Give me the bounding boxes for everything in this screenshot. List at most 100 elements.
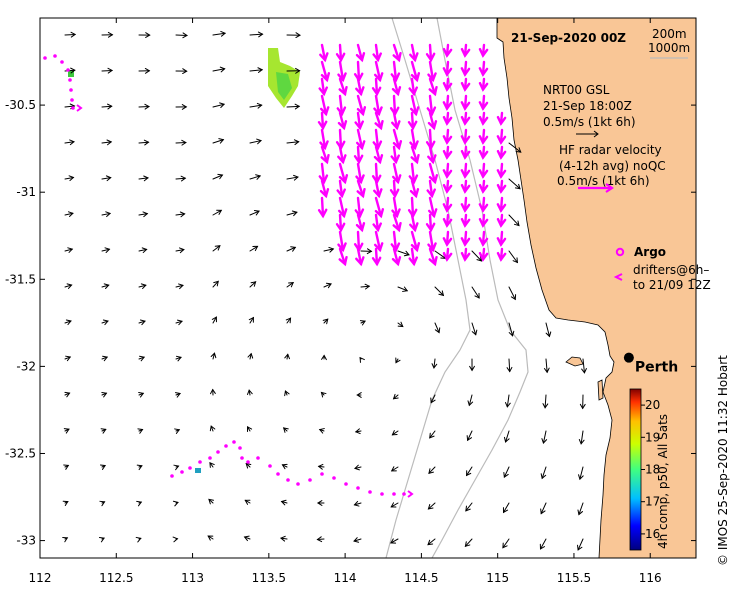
current-vector xyxy=(207,535,214,541)
radar-vector xyxy=(408,162,419,185)
radar-vector xyxy=(356,94,367,117)
current-vector xyxy=(466,430,473,442)
radar-vector xyxy=(391,196,401,219)
radar-vector xyxy=(427,230,437,253)
radar-vector xyxy=(460,213,471,228)
current-vector xyxy=(502,538,510,549)
radar-vector xyxy=(478,94,489,111)
current-vector xyxy=(101,355,109,362)
current-vector xyxy=(579,394,586,410)
current-vector xyxy=(542,394,549,409)
radar-vector xyxy=(426,94,437,117)
radar-vector xyxy=(427,111,438,131)
current-vector xyxy=(243,535,251,542)
wind-legend-line2: 21-Sep 18:00Z xyxy=(543,99,632,113)
radar-vector xyxy=(320,145,330,165)
radar-vector xyxy=(460,145,471,160)
current-vector xyxy=(249,245,259,252)
radar-vector xyxy=(390,60,401,83)
current-vector xyxy=(175,247,185,254)
radar-vector xyxy=(392,128,403,151)
current-vector xyxy=(212,138,225,144)
current-vector xyxy=(175,283,184,290)
current-vector xyxy=(175,139,187,146)
radar-vector xyxy=(317,111,328,131)
radar-vector xyxy=(496,145,507,160)
radar-vector xyxy=(496,230,507,247)
radar-vector xyxy=(338,162,349,185)
drifter-point xyxy=(320,472,324,476)
current-vector xyxy=(212,173,224,180)
current-vector xyxy=(577,502,584,516)
current-vector xyxy=(395,357,401,364)
radar-vector xyxy=(478,145,489,160)
radar-vector xyxy=(355,162,365,185)
current-vector xyxy=(138,355,146,362)
current-vector xyxy=(286,210,298,217)
current-vector xyxy=(427,538,436,546)
radar-vector xyxy=(318,77,328,97)
current-vector xyxy=(172,536,179,543)
drifter-point xyxy=(198,460,202,464)
radar-vector xyxy=(408,77,418,97)
radar-vector xyxy=(319,128,329,151)
radar-vector xyxy=(496,179,507,194)
current-vector xyxy=(282,427,289,433)
depth-legend-1000m: 1000m xyxy=(648,41,690,55)
colorbar-tick-label: 19 xyxy=(645,430,660,444)
current-vector xyxy=(354,464,362,471)
current-vector xyxy=(138,103,150,110)
radar-vector xyxy=(442,77,453,92)
drifter-point xyxy=(308,478,312,482)
current-vector xyxy=(427,502,436,510)
current-vector xyxy=(321,354,327,361)
radar-legend-line1: HF radar velocity xyxy=(559,143,662,157)
radar-vector xyxy=(354,111,364,131)
radar-vector xyxy=(442,162,453,179)
current-vector xyxy=(138,392,145,398)
current-vector xyxy=(249,102,263,109)
current-vector xyxy=(353,500,362,507)
rottnest-island xyxy=(565,356,584,367)
current-vector xyxy=(64,175,75,182)
radar-vector xyxy=(428,162,439,185)
x-tick-label: 112.5 xyxy=(99,571,133,585)
current-vector xyxy=(249,31,264,38)
credit-line: © IMOS 25-Sep-2020 11:32 Hobart xyxy=(716,355,730,566)
x-tick-label: 112 xyxy=(29,571,52,585)
current-vector xyxy=(138,247,148,254)
colorbar xyxy=(629,388,642,551)
current-vector xyxy=(541,430,548,445)
current-vector xyxy=(318,428,325,434)
radar-vector xyxy=(373,94,383,117)
current-vector xyxy=(577,538,584,551)
current-vector xyxy=(360,248,373,255)
radar-vector xyxy=(319,43,329,63)
current-vector xyxy=(173,464,180,471)
radar-vector xyxy=(409,179,420,199)
current-vector xyxy=(62,536,69,543)
radar-vector xyxy=(478,247,489,262)
current-vector xyxy=(465,502,473,512)
current-vector xyxy=(101,211,112,218)
current-vector xyxy=(101,175,112,182)
current-vector xyxy=(175,355,182,362)
drifter-point xyxy=(69,88,73,92)
current-vector xyxy=(431,358,438,369)
current-vector xyxy=(397,250,410,257)
radar-vector xyxy=(373,230,384,253)
sst-patch-core xyxy=(276,72,292,100)
radar-vector xyxy=(318,162,329,185)
current-vector xyxy=(280,535,288,542)
current-vector xyxy=(322,318,329,325)
radar-vector xyxy=(392,213,402,233)
current-vector xyxy=(100,428,107,434)
current-vector xyxy=(359,356,365,363)
current-vector xyxy=(284,390,290,397)
current-vector xyxy=(280,499,288,506)
current-vector xyxy=(211,316,217,324)
current-vector xyxy=(209,425,216,432)
current-vector xyxy=(508,214,520,227)
current-vector xyxy=(101,319,109,326)
